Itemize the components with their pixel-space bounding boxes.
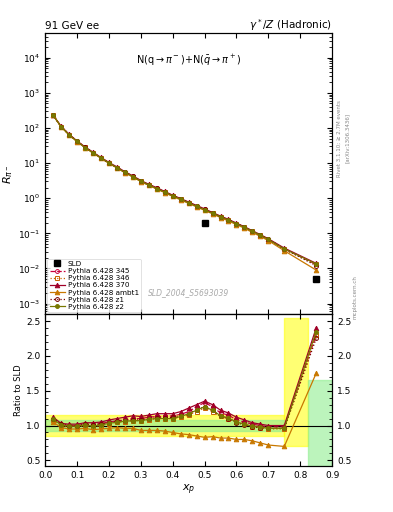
Text: 91 GeV ee: 91 GeV ee xyxy=(45,22,99,31)
Y-axis label: Ratio to SLD: Ratio to SLD xyxy=(14,364,23,416)
Y-axis label: $R_{\pi^-}$: $R_{\pi^-}$ xyxy=(2,164,15,184)
Legend: SLD, Pythia 6.428 345, Pythia 6.428 346, Pythia 6.428 370, Pythia 6.428 ambt1, P: SLD, Pythia 6.428 345, Pythia 6.428 346,… xyxy=(48,259,141,312)
Text: [arXiv:1306.3436]: [arXiv:1306.3436] xyxy=(345,113,350,163)
Text: $\gamma^*/Z$ (Hadronic): $\gamma^*/Z$ (Hadronic) xyxy=(249,17,332,33)
Text: mcplots.cern.ch: mcplots.cern.ch xyxy=(353,275,358,319)
Text: Rivet 3.1.10; ≥ 2.7M events: Rivet 3.1.10; ≥ 2.7M events xyxy=(336,100,342,177)
Text: SLD_2004_S5693039: SLD_2004_S5693039 xyxy=(148,288,229,297)
X-axis label: $x_p$: $x_p$ xyxy=(182,482,195,497)
Text: N(q$\to\pi^-$)+N($\bar{q}\to\pi^+$): N(q$\to\pi^-$)+N($\bar{q}\to\pi^+$) xyxy=(136,53,241,68)
